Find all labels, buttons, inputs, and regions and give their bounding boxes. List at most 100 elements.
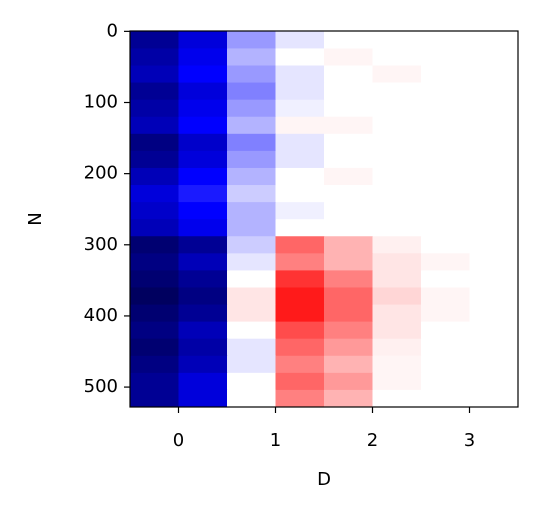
heatmap-cell: [372, 287, 422, 306]
heatmap-cell: [178, 253, 228, 271]
heatmap-cell: [372, 219, 422, 237]
heatmap-cell: [275, 219, 325, 237]
heatmap-cell: [227, 202, 276, 220]
heatmap-cell: [275, 321, 325, 340]
heatmap-cell: [324, 65, 373, 84]
heatmap-cell: [324, 185, 373, 203]
heatmap-cell: [469, 150, 519, 169]
heatmap-cell: [469, 253, 519, 271]
heatmap-cell: [227, 219, 276, 237]
heatmap-cell: [469, 48, 519, 67]
x-tick-label: 3: [464, 430, 475, 451]
heatmap-cell: [227, 270, 276, 288]
heatmap-cell: [372, 65, 422, 84]
heatmap-cell: [469, 389, 519, 408]
heatmap-cell: [130, 253, 179, 271]
heatmap-cell: [227, 304, 276, 323]
heatmap-cell: [178, 99, 228, 118]
heatmap-cell: [130, 202, 179, 220]
heatmap-cell: [372, 167, 422, 186]
heatmap-cell: [275, 150, 325, 169]
heatmap-cell: [324, 116, 373, 135]
heatmap-cell: [372, 48, 422, 67]
heatmap-cell: [421, 355, 470, 374]
heatmap-cell: [227, 338, 276, 357]
heatmap-cell: [275, 355, 325, 374]
heatmap-cell: [324, 219, 373, 237]
heatmap-cell: [178, 270, 228, 288]
heatmap-cell: [275, 167, 325, 186]
heatmap-cell: [469, 202, 519, 220]
heatmap-cell: [178, 389, 228, 408]
heatmap-cell: [130, 304, 179, 323]
heatmap-cell: [178, 31, 228, 49]
heatmap-cell: [178, 202, 228, 220]
heatmap-cell: [372, 355, 422, 374]
heatmap-cell: [275, 99, 325, 118]
heatmap-cell: [178, 355, 228, 374]
heatmap-cell: [324, 355, 373, 374]
heatmap-cell: [130, 65, 179, 84]
heatmap-cell: [275, 270, 325, 288]
heatmap-cell: [178, 321, 228, 340]
heatmap-cell: [275, 202, 325, 220]
heatmap-cell: [178, 116, 228, 135]
heatmap-cell: [130, 321, 179, 340]
heatmap-cell: [227, 116, 276, 135]
heatmap-cell: [227, 65, 276, 84]
heatmap-cell: [469, 270, 519, 288]
heatmap-cell: [324, 48, 373, 67]
heatmap-cell: [469, 236, 519, 254]
heatmap-cell: [130, 219, 179, 237]
heatmap-cell: [469, 304, 519, 323]
heatmap-cell: [469, 167, 519, 186]
heatmap-cell: [130, 236, 179, 254]
heatmap-cell: [372, 150, 422, 169]
x-tick-label: 2: [367, 430, 378, 451]
heatmap-cell: [130, 82, 179, 101]
heatmap-cell: [130, 150, 179, 169]
heatmap-cell: [130, 389, 179, 408]
heatmap-cell: [324, 31, 373, 49]
heatmap-cell: [275, 372, 325, 391]
heatmap-cell: [227, 287, 276, 306]
heatmap-cell: [130, 48, 179, 67]
heatmap-cell: [178, 150, 228, 169]
x-tick-label: 1: [270, 430, 281, 451]
heatmap-cell: [469, 219, 519, 237]
heatmap-cell: [372, 236, 422, 254]
heatmap-cell: [324, 82, 373, 101]
heatmap-cell: [275, 82, 325, 101]
heatmap-cell: [275, 185, 325, 203]
heatmap-cell: [178, 185, 228, 203]
heatmap-cell: [421, 219, 470, 237]
heatmap-cell: [227, 48, 276, 67]
heatmap-cell: [372, 321, 422, 340]
heatmap-cell: [275, 48, 325, 67]
heatmap-cell: [227, 150, 276, 169]
x-axis-label: D: [317, 469, 331, 490]
heatmap-cell: [324, 202, 373, 220]
heatmap-cell: [421, 236, 470, 254]
heatmap-cell: [178, 338, 228, 357]
heatmap-cell: [469, 31, 519, 49]
heatmap-cell: [421, 185, 470, 203]
heatmap-cell: [421, 150, 470, 169]
heatmap-cell: [178, 236, 228, 254]
heatmap-cell: [275, 65, 325, 84]
heatmap-cell: [421, 202, 470, 220]
heatmap-cell: [324, 338, 373, 357]
heatmap-cell: [469, 321, 519, 340]
heatmap-cell: [275, 338, 325, 357]
heatmap-cell: [372, 202, 422, 220]
x-tick-label: 0: [173, 430, 184, 451]
heatmap-cell: [421, 338, 470, 357]
heatmap-cell: [130, 99, 179, 118]
heatmap-cell: [178, 133, 228, 152]
heatmap-cell: [227, 321, 276, 340]
y-tick-label: 500: [84, 376, 118, 397]
heatmap-cell: [275, 236, 325, 254]
heatmap-cell: [372, 389, 422, 408]
heatmap-cell: [130, 185, 179, 203]
